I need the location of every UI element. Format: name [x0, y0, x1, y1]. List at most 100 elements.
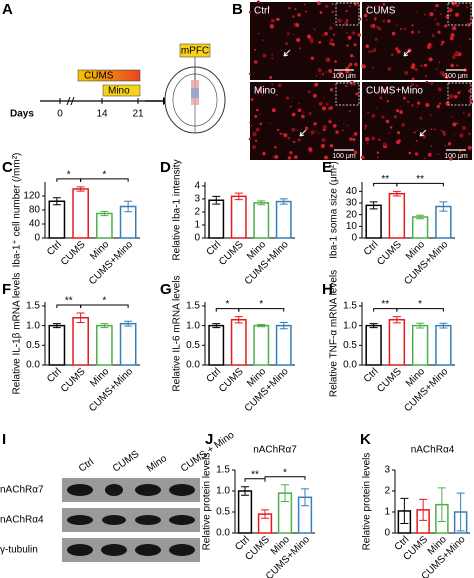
blot-band: [169, 484, 195, 496]
cell-signal: [271, 53, 274, 56]
cell-signal: [430, 145, 433, 147]
cell-signal: [328, 120, 332, 124]
significance-bracket: [264, 476, 306, 480]
cell-signal: [374, 37, 378, 41]
cell-signal: [380, 98, 383, 100]
cell-signal: [388, 132, 390, 134]
bar: [119, 322, 137, 366]
cell-signal: [346, 32, 349, 35]
cell-signal: [254, 60, 258, 64]
cell-signal: [423, 13, 426, 16]
cell-signal: [297, 138, 301, 142]
significance-bracket: [80, 304, 129, 309]
x-tick-label: CUMS+Mino: [402, 239, 450, 287]
significance-label: *: [67, 170, 71, 181]
bar: [208, 199, 225, 239]
y-tick-label: 10: [346, 221, 358, 232]
significance-label: *: [102, 296, 106, 307]
cell-signal: [332, 123, 337, 128]
blot-band: [67, 544, 93, 556]
cell-signal: [331, 2, 334, 6]
cell-signal: [462, 111, 465, 114]
cell-signal: [353, 84, 356, 86]
cell-signal: [459, 133, 464, 138]
cell-signal: [450, 63, 454, 68]
cell-signal: [310, 56, 315, 60]
image-label: Ctrl: [254, 6, 270, 17]
cell-signal: [365, 137, 370, 142]
cell-signal: [331, 10, 334, 14]
bar: [365, 324, 382, 366]
cell-signal: [292, 96, 294, 98]
error-bar: [369, 201, 378, 210]
cell-signal: [291, 15, 296, 19]
panel-i: I Ctrl CUMS Mino CUMS + MinonAChRα7nAChRα4γ…: [0, 430, 237, 562]
significance-label: *: [418, 299, 422, 310]
cell-signal: [452, 55, 456, 60]
cell-signal: [403, 27, 407, 31]
error-bar: [52, 197, 61, 206]
significance-label: *: [102, 170, 106, 181]
cell-signal: [431, 34, 435, 38]
cell-signal: [299, 47, 302, 50]
cell-signal: [329, 144, 334, 148]
y-tick-label: 1.5: [343, 301, 357, 312]
cell-signal: [451, 26, 457, 31]
scale-label: 100 μm: [332, 73, 356, 80]
y-tick-label: 1.5: [26, 301, 40, 312]
cell-signal: [349, 54, 354, 58]
significance-label: *: [283, 467, 287, 478]
y-axis-title: Relative protein levels: [202, 453, 213, 551]
cell-signal: [376, 106, 378, 108]
cell-signal: [444, 24, 448, 28]
arrow: [419, 129, 427, 137]
cell-signal: [411, 30, 415, 34]
cell-signal: [353, 55, 356, 58]
cell-signal: [345, 84, 348, 88]
cell-signal: [341, 129, 344, 132]
cell-signal: [312, 93, 317, 98]
cell-signal: [466, 5, 468, 8]
y-tick-label: 1.0: [343, 320, 357, 331]
cell-signal: [449, 157, 453, 161]
cell-signal: [288, 7, 291, 10]
cell-signal: [427, 45, 431, 49]
cell-signal: [424, 75, 428, 78]
cell-signal: [452, 122, 457, 127]
cell-signal: [349, 62, 353, 67]
cell-signal: [276, 17, 280, 21]
cell-signal: [254, 48, 256, 51]
x-tick-label: CUMS: [375, 366, 404, 395]
cell-signal: [374, 114, 376, 116]
cell-signal: [344, 66, 350, 72]
bar: [253, 324, 270, 366]
cell-signal: [387, 66, 392, 71]
error-bar: [400, 497, 409, 525]
cell-signal: [415, 85, 418, 88]
cell-signal: [378, 138, 381, 141]
cell-signal: [455, 12, 459, 17]
cell-signal: [261, 94, 264, 97]
cell-signal: [429, 12, 434, 17]
error-bar: [439, 322, 448, 329]
cell-signal: [456, 122, 459, 125]
lane-label: Mino: [145, 453, 169, 475]
cell-signal: [437, 153, 439, 155]
chart-title: nAChRα4: [411, 445, 455, 456]
bar: [435, 324, 452, 366]
inset: [335, 82, 360, 106]
y-tick-label: 4: [194, 181, 200, 192]
cell-signal: [429, 57, 431, 60]
y-tick-label: 1.0: [26, 320, 40, 331]
cell-signal: [367, 4, 369, 7]
cell-signal: [335, 130, 339, 134]
cell-signal: [323, 97, 325, 99]
error-bar: [234, 192, 243, 201]
cell-signal: [328, 69, 333, 73]
cell-signal: [325, 57, 329, 61]
cell-signal: [269, 24, 275, 29]
cell-signal: [294, 8, 297, 11]
